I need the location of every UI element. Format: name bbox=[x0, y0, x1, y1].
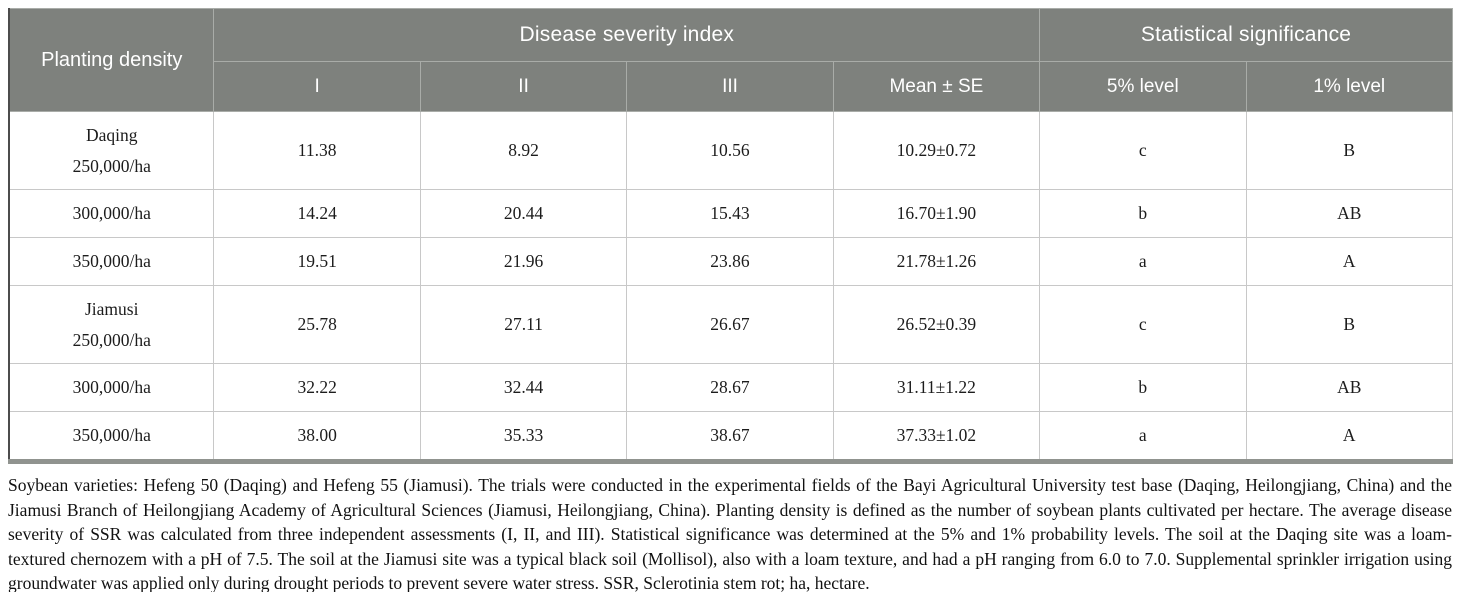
density-cell: 300,000/ha bbox=[8, 363, 215, 412]
density-cell: 350,000/ha bbox=[8, 411, 215, 462]
severity-i-cell: 19.51 bbox=[213, 237, 421, 286]
col-header-planting-density: Planting density bbox=[8, 8, 215, 112]
level1-cell: B bbox=[1245, 111, 1453, 190]
density-label: 250,000/ha bbox=[72, 329, 151, 350]
table-row-daqing-350000: 350,000/ha 19.51 21.96 23.86 21.78±1.26 … bbox=[8, 237, 1453, 286]
level5-cell: b bbox=[1039, 363, 1247, 412]
level5-cell: a bbox=[1039, 411, 1247, 462]
level5-cell: a bbox=[1039, 237, 1247, 286]
col-group-disease-severity-index: Disease severity index bbox=[213, 8, 1041, 62]
site-label: Daqing bbox=[85, 125, 138, 146]
level1-cell: AB bbox=[1245, 189, 1453, 238]
severity-i-cell: 11.38 bbox=[213, 111, 421, 190]
severity-ii-cell: 21.96 bbox=[419, 237, 628, 286]
severity-iii-cell: 10.56 bbox=[626, 111, 834, 190]
level5-cell: c bbox=[1039, 111, 1247, 190]
density-label: 250,000/ha bbox=[72, 155, 151, 176]
severity-ii-cell: 27.11 bbox=[419, 285, 628, 364]
severity-iii-cell: 28.67 bbox=[626, 363, 834, 412]
severity-iii-cell: 23.86 bbox=[626, 237, 834, 286]
severity-iii-cell: 15.43 bbox=[626, 189, 834, 238]
level1-cell: A bbox=[1245, 237, 1453, 286]
mean-se-cell: 16.70±1.90 bbox=[832, 189, 1041, 238]
disease-severity-table: Planting density Disease severity index … bbox=[8, 8, 1453, 464]
density-cell: Jiamusi 250,000/ha bbox=[8, 285, 215, 364]
table-row-jiamusi-350000: 350,000/ha 38.00 35.33 38.67 37.33±1.02 … bbox=[8, 411, 1453, 462]
table-body: Daqing 250,000/ha 11.38 8.92 10.56 10.29… bbox=[8, 111, 1453, 462]
col-header-5-percent-level: 5% level bbox=[1039, 61, 1247, 112]
col-header-assessment-1: I bbox=[213, 61, 421, 112]
mean-se-cell: 26.52±0.39 bbox=[832, 285, 1041, 364]
level5-cell: c bbox=[1039, 285, 1247, 364]
table-header: Planting density Disease severity index … bbox=[8, 8, 1453, 112]
severity-i-cell: 14.24 bbox=[213, 189, 421, 238]
mean-se-cell: 21.78±1.26 bbox=[832, 237, 1041, 286]
severity-iii-cell: 38.67 bbox=[626, 411, 834, 462]
col-header-mean-se: Mean ± SE bbox=[832, 61, 1041, 112]
level5-cell: b bbox=[1039, 189, 1247, 238]
col-header-assessment-3: III bbox=[626, 61, 834, 112]
col-header-assessment-2: II bbox=[419, 61, 628, 112]
level1-cell: AB bbox=[1245, 363, 1453, 412]
table-footnote: Soybean varieties: Hefeng 50 (Daqing) an… bbox=[8, 475, 1452, 592]
mean-se-cell: 10.29±0.72 bbox=[832, 111, 1041, 190]
header-row-subcolumns: I II III Mean ± SE 5% level 1% level bbox=[9, 61, 1453, 112]
level1-cell: A bbox=[1245, 411, 1453, 462]
severity-ii-cell: 32.44 bbox=[419, 363, 628, 412]
severity-ii-cell: 20.44 bbox=[419, 189, 628, 238]
severity-iii-cell: 26.67 bbox=[626, 285, 834, 364]
table-row-jiamusi-250000: Jiamusi 250,000/ha 25.78 27.11 26.67 26.… bbox=[8, 285, 1453, 364]
density-cell: 300,000/ha bbox=[8, 189, 215, 238]
col-header-1-percent-level: 1% level bbox=[1245, 61, 1453, 112]
density-cell: Daqing 250,000/ha bbox=[8, 111, 215, 190]
severity-i-cell: 32.22 bbox=[213, 363, 421, 412]
table-row-daqing-250000: Daqing 250,000/ha 11.38 8.92 10.56 10.29… bbox=[8, 111, 1453, 190]
level1-cell: B bbox=[1245, 285, 1453, 364]
severity-i-cell: 25.78 bbox=[213, 285, 421, 364]
site-label: Jiamusi bbox=[84, 299, 139, 320]
col-group-statistical-significance: Statistical significance bbox=[1039, 8, 1453, 62]
table-row-daqing-300000: 300,000/ha 14.24 20.44 15.43 16.70±1.90 … bbox=[8, 189, 1453, 238]
severity-ii-cell: 35.33 bbox=[419, 411, 628, 462]
header-row-groups: Planting density Disease severity index … bbox=[8, 8, 1453, 112]
density-cell: 350,000/ha bbox=[8, 237, 215, 286]
table-row-jiamusi-300000: 300,000/ha 32.22 32.44 28.67 31.11±1.22 … bbox=[8, 363, 1453, 412]
severity-i-cell: 38.00 bbox=[213, 411, 421, 462]
mean-se-cell: 37.33±1.02 bbox=[832, 411, 1041, 462]
severity-ii-cell: 8.92 bbox=[419, 111, 628, 190]
mean-se-cell: 31.11±1.22 bbox=[832, 363, 1041, 412]
